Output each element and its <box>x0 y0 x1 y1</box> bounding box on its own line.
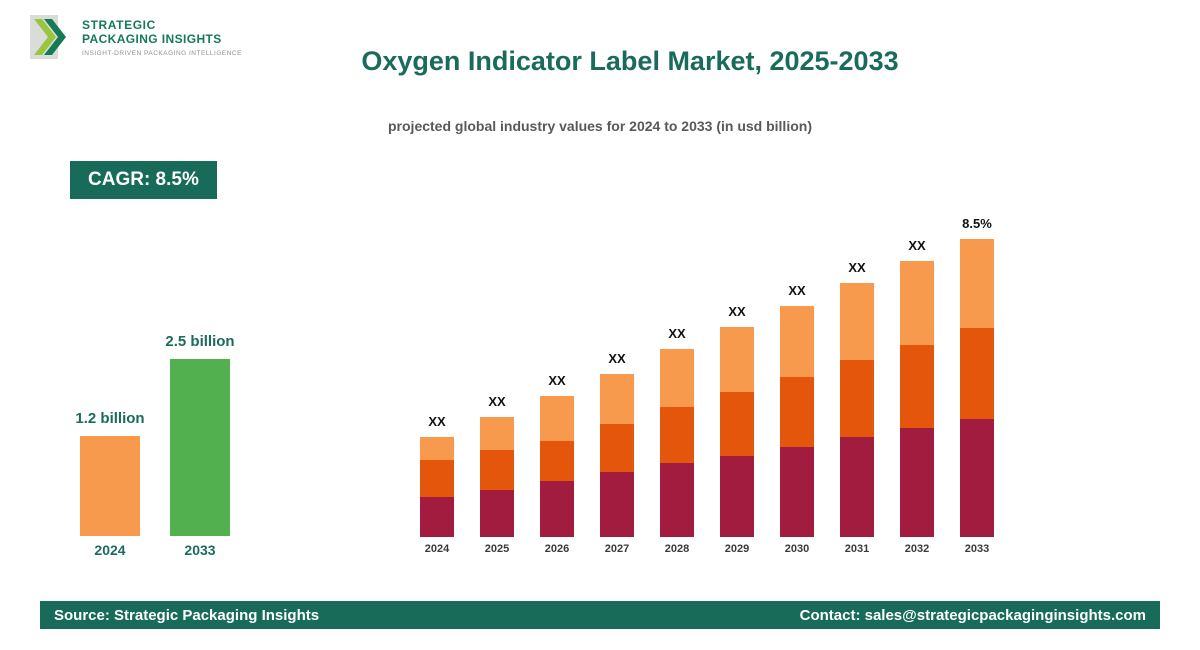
stacked-bar-value-label: XX <box>788 283 806 298</box>
stacked-bar-col-2027: XX 2027 <box>600 351 634 556</box>
mini-bar-year-label: 2033 <box>184 542 216 558</box>
segment-top <box>600 374 634 424</box>
stacked-bar-year-label: 2024 <box>424 543 450 555</box>
segment-bottom <box>780 447 814 537</box>
stacked-bar-col-2033: 8.5% 2033 <box>960 216 994 556</box>
segment-top <box>420 437 454 460</box>
stacked-bar-value-label: XX <box>548 373 566 388</box>
segment-top <box>540 396 574 441</box>
stacked-bar-col-2025: XX 2025 <box>480 394 514 556</box>
segment-bottom <box>600 472 634 537</box>
segment-top <box>780 306 814 377</box>
segment-bottom <box>960 419 994 537</box>
stacked-bar-col-2026: XX 2026 <box>540 373 574 556</box>
logo-chevron-icon <box>30 15 66 59</box>
segment-middle <box>840 360 874 437</box>
segment-top <box>900 261 934 345</box>
segment-bottom <box>660 463 694 537</box>
mini-bar-col-2033: 2.5 billion 2033 <box>165 333 234 558</box>
footer-contact: Contact: sales@strategicpackaginginsight… <box>799 606 1146 624</box>
logo-line2: PACKAGING INSIGHTS <box>82 31 222 46</box>
segment-bottom <box>420 497 454 537</box>
stacked-bar-year-label: 2032 <box>904 543 930 555</box>
segment-bottom <box>900 428 934 537</box>
stacked-bar-value-label: XX <box>728 304 746 319</box>
stacked-bar-value-label: XX <box>428 414 446 429</box>
logo-tagline: INSIGHT-DRIVEN PACKAGING INTELLIGENCE <box>82 49 242 57</box>
stacked-bar-year-label: 2027 <box>604 543 630 555</box>
stacked-bar-year-label: 2025 <box>484 543 510 555</box>
mini-bar-col-2024: 1.2 billion 2024 <box>75 410 144 558</box>
segment-middle <box>420 460 454 497</box>
segment-bottom <box>480 490 514 537</box>
mini-bar-value-label: 2.5 billion <box>165 333 235 350</box>
stacked-bar-value-label: XX <box>848 260 866 275</box>
page-subtitle: projected global industry values for 202… <box>388 118 812 134</box>
segment-middle <box>780 377 814 447</box>
mini-bar-year-label: 2024 <box>94 542 126 558</box>
logo-text: STRATEGIC PACKAGING INSIGHTS INSIGHT-DRI… <box>82 18 242 57</box>
stacked-bar-col-2032: XX 2032 <box>900 238 934 556</box>
segment-top <box>960 239 994 328</box>
segment-bottom <box>720 456 754 537</box>
footer-bar: Source: Strategic Packaging Insights Con… <box>40 601 1160 629</box>
mini-bar-2033 <box>170 359 230 536</box>
stacked-bar-year-label: 2028 <box>664 543 690 555</box>
stacked-bar-value-label: XX <box>608 351 626 366</box>
segment-middle <box>960 328 994 419</box>
cagr-badge: CAGR: 8.5% <box>70 161 217 199</box>
stacked-bar-value-label: 8.5% <box>962 216 992 231</box>
main-chart: XX 2024 XX 2025 XX 2026 XX 2027 XX 2028 XX 2029 XX 20… <box>420 216 994 556</box>
segment-middle <box>480 450 514 490</box>
segment-bottom <box>540 481 574 537</box>
stacked-bar-value-label: XX <box>668 326 686 341</box>
stacked-bar-value-label: XX <box>908 238 926 253</box>
segment-middle <box>540 441 574 481</box>
stacked-bar-col-2029: XX 2029 <box>720 304 754 556</box>
mini-chart: 1.2 billion 2024 2.5 billion 2033 <box>75 333 234 558</box>
stacked-bar-col-2024: XX 2024 <box>420 414 454 556</box>
stacked-bar-year-label: 2030 <box>784 543 810 555</box>
mini-bar-2024 <box>80 436 140 536</box>
stacked-bar-year-label: 2033 <box>964 543 990 555</box>
mini-bar-value-label: 1.2 billion <box>75 410 145 427</box>
stacked-bar-value-label: XX <box>488 394 506 409</box>
segment-middle <box>900 345 934 428</box>
stacked-bar-col-2031: XX 2031 <box>840 260 874 556</box>
segment-middle <box>600 424 634 472</box>
segment-top <box>480 417 514 450</box>
segment-top <box>660 349 694 407</box>
logo-line1: STRATEGIC <box>82 17 156 32</box>
segment-top <box>840 283 874 360</box>
segment-middle <box>720 392 754 456</box>
stacked-bar-year-label: 2026 <box>544 543 570 555</box>
stacked-bar-col-2030: XX 2030 <box>780 283 814 556</box>
stacked-bar-year-label: 2029 <box>724 543 750 555</box>
segment-bottom <box>840 437 874 537</box>
stacked-bar-year-label: 2031 <box>844 543 870 555</box>
stacked-bar-col-2028: XX 2028 <box>660 326 694 556</box>
segment-top <box>720 327 754 392</box>
footer-source: Source: Strategic Packaging Insights <box>54 606 320 624</box>
company-logo: STRATEGIC PACKAGING INSIGHTS INSIGHT-DRI… <box>30 12 242 62</box>
page-title: Oxygen Indicator Label Market, 2025-2033 <box>361 46 899 76</box>
segment-middle <box>660 407 694 463</box>
